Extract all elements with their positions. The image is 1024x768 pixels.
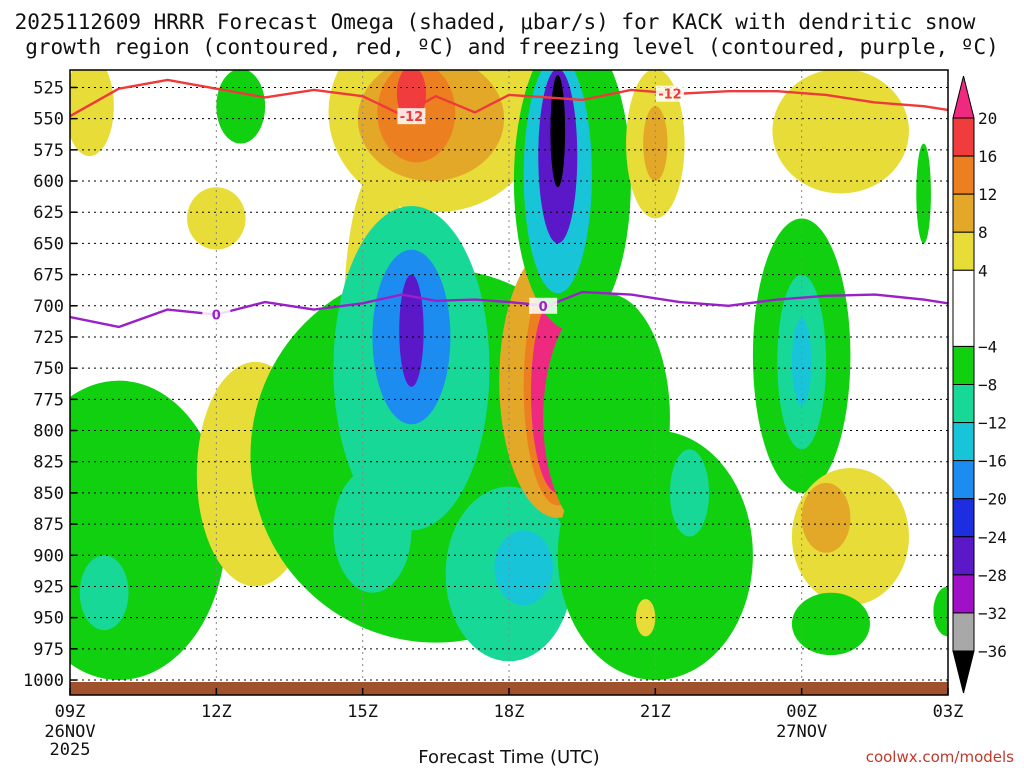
x-tick-label: 18Z	[494, 702, 525, 722]
colorbar-tick-label: −24	[978, 528, 1007, 547]
credit-link[interactable]: coolwx.com/models	[866, 748, 1014, 766]
y-tick-label: 825	[33, 453, 64, 473]
omega-feature-36	[772, 70, 909, 194]
dgz-minus12-contour-label-bg	[397, 108, 426, 125]
colorbar: 20 16 12 8 4 −4 −8 −12 −16 −20 −24 −28 −32 −36	[952, 75, 1007, 694]
x-tick-label: 03Z	[933, 702, 964, 722]
colorbar-tick-label: −36	[978, 642, 1007, 661]
freezing-level-contour-label: 0	[539, 300, 548, 315]
y-tick-label: 900	[33, 546, 64, 566]
y-tick-label: 525	[33, 78, 64, 98]
chart-title-line-1: 2025112609 HRRR Forecast Omega (shaded, …	[15, 10, 976, 34]
freezing-level-contour-label-bg	[529, 297, 558, 314]
colorbar-tick-label: 8	[978, 223, 988, 242]
colorbar-bottom-arrow	[952, 650, 975, 694]
colorbar-swatch	[952, 498, 975, 538]
x-tick-date: 26NOV	[44, 722, 95, 742]
x-axis-label: Forecast Time (UTC)	[418, 747, 599, 768]
omega-feature-35	[791, 592, 870, 656]
colorbar-swatch	[952, 612, 975, 652]
y-tick-label: 600	[33, 172, 64, 192]
contours: -12 -12 0 0	[70, 78, 948, 329]
colorbar-tick-label: 12	[978, 185, 997, 204]
omega-feature-5	[216, 70, 266, 144]
omega-feature-14	[399, 274, 424, 387]
x-tick-label: 15Z	[347, 702, 378, 722]
omega-feature-15	[333, 467, 412, 593]
colorbar-swatch	[952, 422, 975, 462]
y-tick-label: 775	[33, 390, 64, 410]
colorbar-swatch	[952, 384, 975, 424]
x-tick-label: 00Z	[786, 702, 817, 722]
freezing-level-contour-line	[70, 290, 948, 329]
colorbar-swatch	[952, 269, 975, 347]
colorbar-swatch	[952, 574, 975, 614]
colorbar-top-arrow	[952, 75, 975, 119]
colorbar-tick-label: −12	[978, 414, 1007, 433]
y-tick-label: 800	[33, 422, 64, 442]
dgz-minus12-contour-line	[70, 78, 948, 118]
omega-feature-17	[494, 530, 553, 606]
y-tick-label: 975	[33, 640, 64, 660]
x-tick-label: 09Z	[55, 702, 86, 722]
omega-feature-32	[791, 318, 812, 406]
colorbar-swatch	[952, 155, 975, 195]
colorbar-tick-label: 4	[978, 261, 988, 280]
omega-shading	[70, 70, 948, 681]
colorbar-swatch	[952, 117, 975, 157]
y-tick-label: 925	[33, 577, 64, 597]
colorbar-tick-label: −28	[978, 566, 1007, 585]
omega-feature-34	[801, 482, 851, 553]
colorbar-tick-label: −16	[978, 452, 1007, 471]
y-tick-label: 750	[33, 359, 64, 379]
omega-feature-2	[79, 555, 129, 631]
y-tick-label: 625	[33, 203, 64, 223]
omega-feature-24	[550, 74, 566, 188]
x-tick-year: 2025	[50, 740, 91, 760]
plot-area: -12 -12 0 0	[70, 70, 948, 695]
omega-feature-39	[933, 586, 948, 637]
x-tick-label: 12Z	[201, 702, 232, 722]
colorbar-tick-label: −8	[978, 376, 997, 395]
omega-feature-38	[635, 598, 656, 637]
y-tick-label: 875	[33, 515, 64, 535]
colorbar-tick-label: −20	[978, 490, 1007, 509]
colorbar-swatch	[952, 460, 975, 500]
y-axis: 525 550 575 600 625 650 675 700 725 750 775 800 825 8…	[23, 78, 77, 691]
colorbar-tick-label: −4	[978, 337, 997, 356]
colorbar-tick-label: 20	[978, 109, 997, 128]
y-tick-label: 550	[33, 110, 64, 130]
y-tick-label: 950	[33, 609, 64, 629]
colorbar-swatch	[952, 345, 975, 385]
freezing-level-contour-label: 0	[212, 309, 221, 324]
colorbar-swatch	[952, 193, 975, 233]
y-tick-label: 575	[33, 141, 64, 161]
dgz-minus12-contour-label-bg	[655, 85, 684, 102]
omega-feature-0	[70, 70, 114, 157]
y-tick-label: 675	[33, 266, 64, 286]
omega-feature-37	[916, 143, 931, 244]
dgz-minus12-contour-label: -12	[658, 88, 682, 103]
y-tick-label: 725	[33, 328, 64, 348]
y-tick-label: 1000	[23, 671, 64, 691]
colorbar-swatch	[952, 231, 975, 271]
x-tick-label: 21Z	[640, 702, 671, 722]
y-tick-label: 850	[33, 484, 64, 504]
colorbar-tick-label: −32	[978, 604, 1007, 623]
x-tick-date: 27NOV	[776, 722, 827, 742]
y-tick-label: 650	[33, 234, 64, 254]
omega-feature-4	[187, 187, 246, 250]
dgz-minus12-contour-label: -12	[400, 110, 424, 125]
freezing-level-contour-label-bg	[202, 306, 231, 323]
y-tick-label: 700	[33, 297, 64, 317]
colorbar-tick-label: 16	[978, 147, 997, 166]
colorbar-swatch	[952, 536, 975, 576]
gridlines	[70, 70, 948, 695]
chart-title-line-2: growth region (contoured, red, ºC) and f…	[25, 35, 999, 59]
